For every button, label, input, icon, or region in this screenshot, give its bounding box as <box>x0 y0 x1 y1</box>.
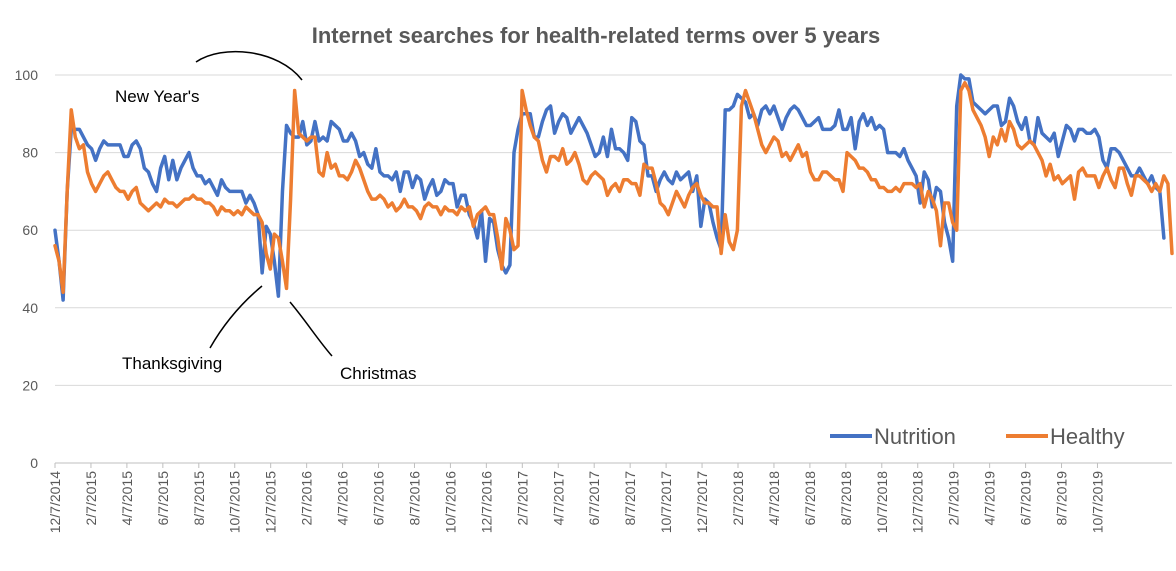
legend: Nutrition Healthy <box>830 424 1125 449</box>
annotation-new-years-arrow <box>195 50 303 81</box>
x-tick-label: 6/7/2018 <box>802 471 818 526</box>
gridlines <box>55 74 1172 464</box>
annotation-thanksgiving-arrow <box>209 285 263 349</box>
x-tick-label: 10/7/2018 <box>874 471 890 533</box>
annotations: New Year's Thanksgiving Christmas <box>115 50 417 383</box>
x-tick-label: 8/7/2018 <box>838 471 854 526</box>
legend-label-nutrition: Nutrition <box>874 424 956 449</box>
series-lines <box>53 73 1174 302</box>
x-tick-label: 4/7/2017 <box>550 471 566 526</box>
x-tick-label: 12/7/2014 <box>47 471 63 533</box>
x-tick-label: 6/7/2016 <box>371 471 387 526</box>
series-line-nutrition <box>53 73 1166 302</box>
x-axis: 12/7/2014 2/7/2015 4/7/2015 6/7/2015 8/7/201… <box>47 463 1105 533</box>
y-tick-label: 80 <box>22 145 38 161</box>
annotation-christmas: Christmas <box>340 364 417 383</box>
x-tick-label: 8/7/2016 <box>406 471 422 526</box>
chart-title: Internet searches for health-related ter… <box>312 23 881 48</box>
annotation-thanksgiving: Thanksgiving <box>122 354 222 373</box>
x-tick-label: 8/7/2019 <box>1054 471 1070 526</box>
x-tick-label: 2/7/2019 <box>946 471 962 526</box>
x-tick-label: 2/7/2015 <box>83 471 99 526</box>
legend-label-healthy: Healthy <box>1050 424 1125 449</box>
x-tick-label: 4/7/2018 <box>766 471 782 526</box>
x-tick-label: 2/7/2017 <box>514 471 530 526</box>
x-tick-label: 4/7/2015 <box>119 471 135 526</box>
x-tick-label: 4/7/2016 <box>335 471 351 526</box>
annotation-christmas-arrow <box>289 301 333 357</box>
series-line-healthy <box>53 81 1174 295</box>
y-tick-label: 20 <box>22 377 38 393</box>
y-axis: 0 20 40 60 80 100 <box>15 67 39 471</box>
x-tick-label: 8/7/2015 <box>191 471 207 526</box>
x-tick-label: 6/7/2019 <box>1018 471 1034 526</box>
x-tick-label: 10/7/2015 <box>227 471 243 533</box>
x-tick-label: 12/7/2016 <box>478 471 494 533</box>
x-tick-label: 12/7/2015 <box>263 471 279 533</box>
annotation-new-years: New Year's <box>115 87 200 106</box>
x-tick-label: 10/7/2019 <box>1089 471 1105 533</box>
y-tick-label: 0 <box>30 455 38 471</box>
y-tick-label: 60 <box>22 222 38 238</box>
y-tick-label: 100 <box>15 67 39 83</box>
x-tick-label: 6/7/2015 <box>155 471 171 526</box>
y-tick-label: 40 <box>22 300 38 316</box>
x-tick-label: 10/7/2016 <box>442 471 458 533</box>
x-tick-label: 2/7/2016 <box>299 471 315 526</box>
x-tick-label: 4/7/2019 <box>982 471 998 526</box>
x-tick-label: 12/7/2017 <box>694 471 710 533</box>
x-tick-label: 12/7/2018 <box>910 471 926 533</box>
x-tick-label: 8/7/2017 <box>622 471 638 526</box>
x-tick-label: 2/7/2018 <box>730 471 746 526</box>
x-tick-label: 10/7/2017 <box>658 471 674 533</box>
x-tick-label: 6/7/2017 <box>586 471 602 526</box>
